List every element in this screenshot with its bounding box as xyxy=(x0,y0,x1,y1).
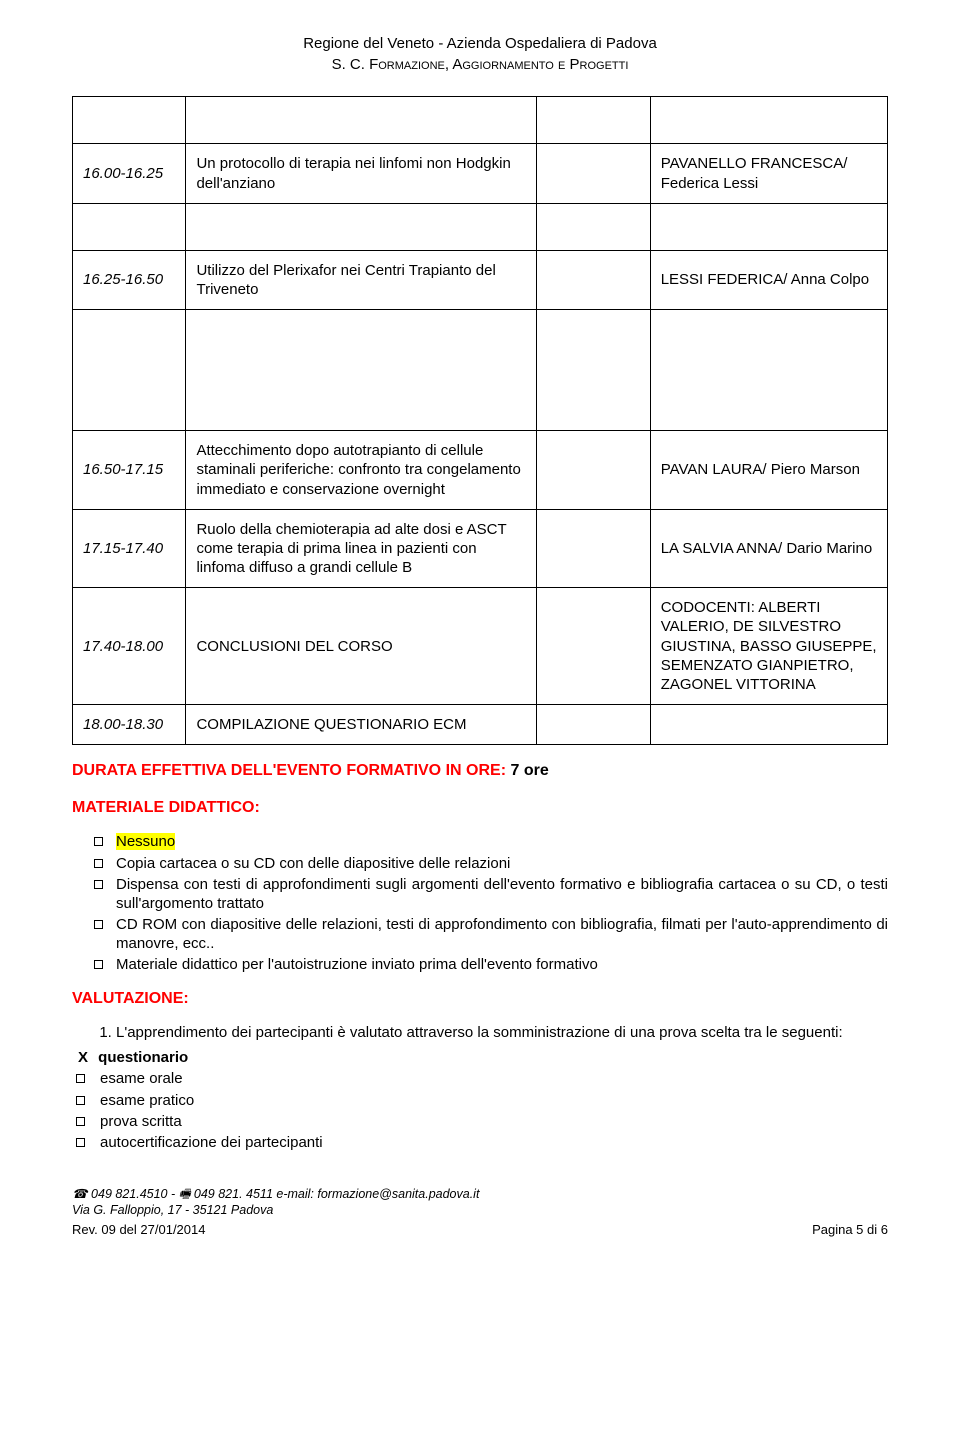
time-cell: 18.00-18.30 xyxy=(73,705,186,745)
table-row: 18.00-18.30 COMPILAZIONE QUESTIONARIO EC… xyxy=(73,705,888,745)
duration-value: 7 ore xyxy=(510,762,548,779)
topic-cell: Attecchimento dopo autotrapianto di cell… xyxy=(186,431,537,510)
page-header-line1: Regione del Veneto - Azienda Ospedaliera… xyxy=(72,34,888,53)
valutazione-heading: VALUTAZIONE: xyxy=(72,989,888,1009)
speaker-cell xyxy=(650,705,887,745)
valutazione-intro-list: L'apprendimento dei partecipanti è valut… xyxy=(72,1023,888,1042)
footer-contact: ☎ 049 821.4510 - 🖷 049 821. 4511 e-mail:… xyxy=(72,1186,888,1202)
topic-cell: COMPILAZIONE QUESTIONARIO ECM xyxy=(186,705,537,745)
empty-cell xyxy=(537,250,650,309)
list-item: Copia cartacea o su CD con delle diaposi… xyxy=(72,854,888,873)
table-row: 17.15-17.40 Ruolo della chemioterapia ad… xyxy=(73,509,888,588)
list-item: esame pratico xyxy=(72,1091,888,1110)
table-row: 16.00-16.25 Un protocollo di terapia nei… xyxy=(73,144,888,203)
page-header-line2: S. C. Formazione, Aggiornamento e Proget… xyxy=(72,55,888,74)
speaker-cell: LA SALVIA ANNA/ Dario Marino xyxy=(650,509,887,588)
materiale-heading: MATERIALE DIDATTICO: xyxy=(72,798,888,818)
speaker-cell: CODOCENTI: ALBERTI VALERIO, DE SILVESTRO… xyxy=(650,588,887,705)
footer-rev: Rev. 09 del 27/01/2014 xyxy=(72,1222,205,1239)
topic-cell: Utilizzo del Plerixafor nei Centri Trapi… xyxy=(186,250,537,309)
empty-cell xyxy=(537,509,650,588)
list-item: Materiale didattico per l'autoistruzione… xyxy=(72,955,888,974)
time-cell: 16.00-16.25 xyxy=(73,144,186,203)
speaker-cell: LESSI FEDERICA/ Anna Colpo xyxy=(650,250,887,309)
speaker-cell: PAVAN LAURA/ Piero Marson xyxy=(650,431,887,510)
x-mark: X xyxy=(72,1048,94,1067)
table-row: 17.40-18.00 CONCLUSIONI DEL CORSO CODOCE… xyxy=(73,588,888,705)
time-cell: 16.25-16.50 xyxy=(73,250,186,309)
schedule-table: 16.00-16.25 Un protocollo di terapia nei… xyxy=(72,96,888,745)
time-cell: 17.40-18.00 xyxy=(73,588,186,705)
list-item: esame orale xyxy=(72,1069,888,1088)
topic-cell: Un protocollo di terapia nei linfomi non… xyxy=(186,144,537,203)
selected-option-label: questionario xyxy=(98,1049,188,1066)
materiale-list: Nessuno Copia cartacea o su CD con delle… xyxy=(72,832,888,974)
empty-cell xyxy=(537,588,650,705)
time-cell: 17.15-17.40 xyxy=(73,509,186,588)
valutazione-options: esame orale esame pratico prova scritta … xyxy=(72,1069,888,1152)
duration-label: DURATA EFFETTIVA DELL'EVENTO FORMATIVO I… xyxy=(72,762,506,779)
footer-page: Pagina 5 di 6 xyxy=(812,1222,888,1239)
list-item: Nessuno xyxy=(72,832,888,851)
list-item: prova scritta xyxy=(72,1112,888,1131)
topic-cell: CONCLUSIONI DEL CORSO xyxy=(186,588,537,705)
list-item: Dispensa con testi di approfondimenti su… xyxy=(72,875,888,913)
time-cell: 16.50-17.15 xyxy=(73,431,186,510)
table-row: 16.50-17.15 Attecchimento dopo autotrapi… xyxy=(73,431,888,510)
page-footer: ☎ 049 821.4510 - 🖷 049 821. 4511 e-mail:… xyxy=(72,1186,888,1239)
selected-option-row: X questionario xyxy=(72,1048,888,1067)
valutazione-intro: L'apprendimento dei partecipanti è valut… xyxy=(116,1023,888,1042)
table-row: 16.25-16.50 Utilizzo del Plerixafor nei … xyxy=(73,250,888,309)
empty-cell xyxy=(537,431,650,510)
highlighted-text: Nessuno xyxy=(116,833,175,850)
list-item: autocertificazione dei partecipanti xyxy=(72,1133,888,1152)
list-item: CD ROM con diapositive delle relazioni, … xyxy=(72,915,888,953)
empty-cell xyxy=(537,705,650,745)
footer-address: Via G. Falloppio, 17 - 35121 Padova xyxy=(72,1202,888,1218)
topic-cell: Ruolo della chemioterapia ad alte dosi e… xyxy=(186,509,537,588)
speaker-cell: PAVANELLO FRANCESCA/ Federica Lessi xyxy=(650,144,887,203)
empty-cell xyxy=(537,144,650,203)
duration-heading: DURATA EFFETTIVA DELL'EVENTO FORMATIVO I… xyxy=(72,761,888,781)
